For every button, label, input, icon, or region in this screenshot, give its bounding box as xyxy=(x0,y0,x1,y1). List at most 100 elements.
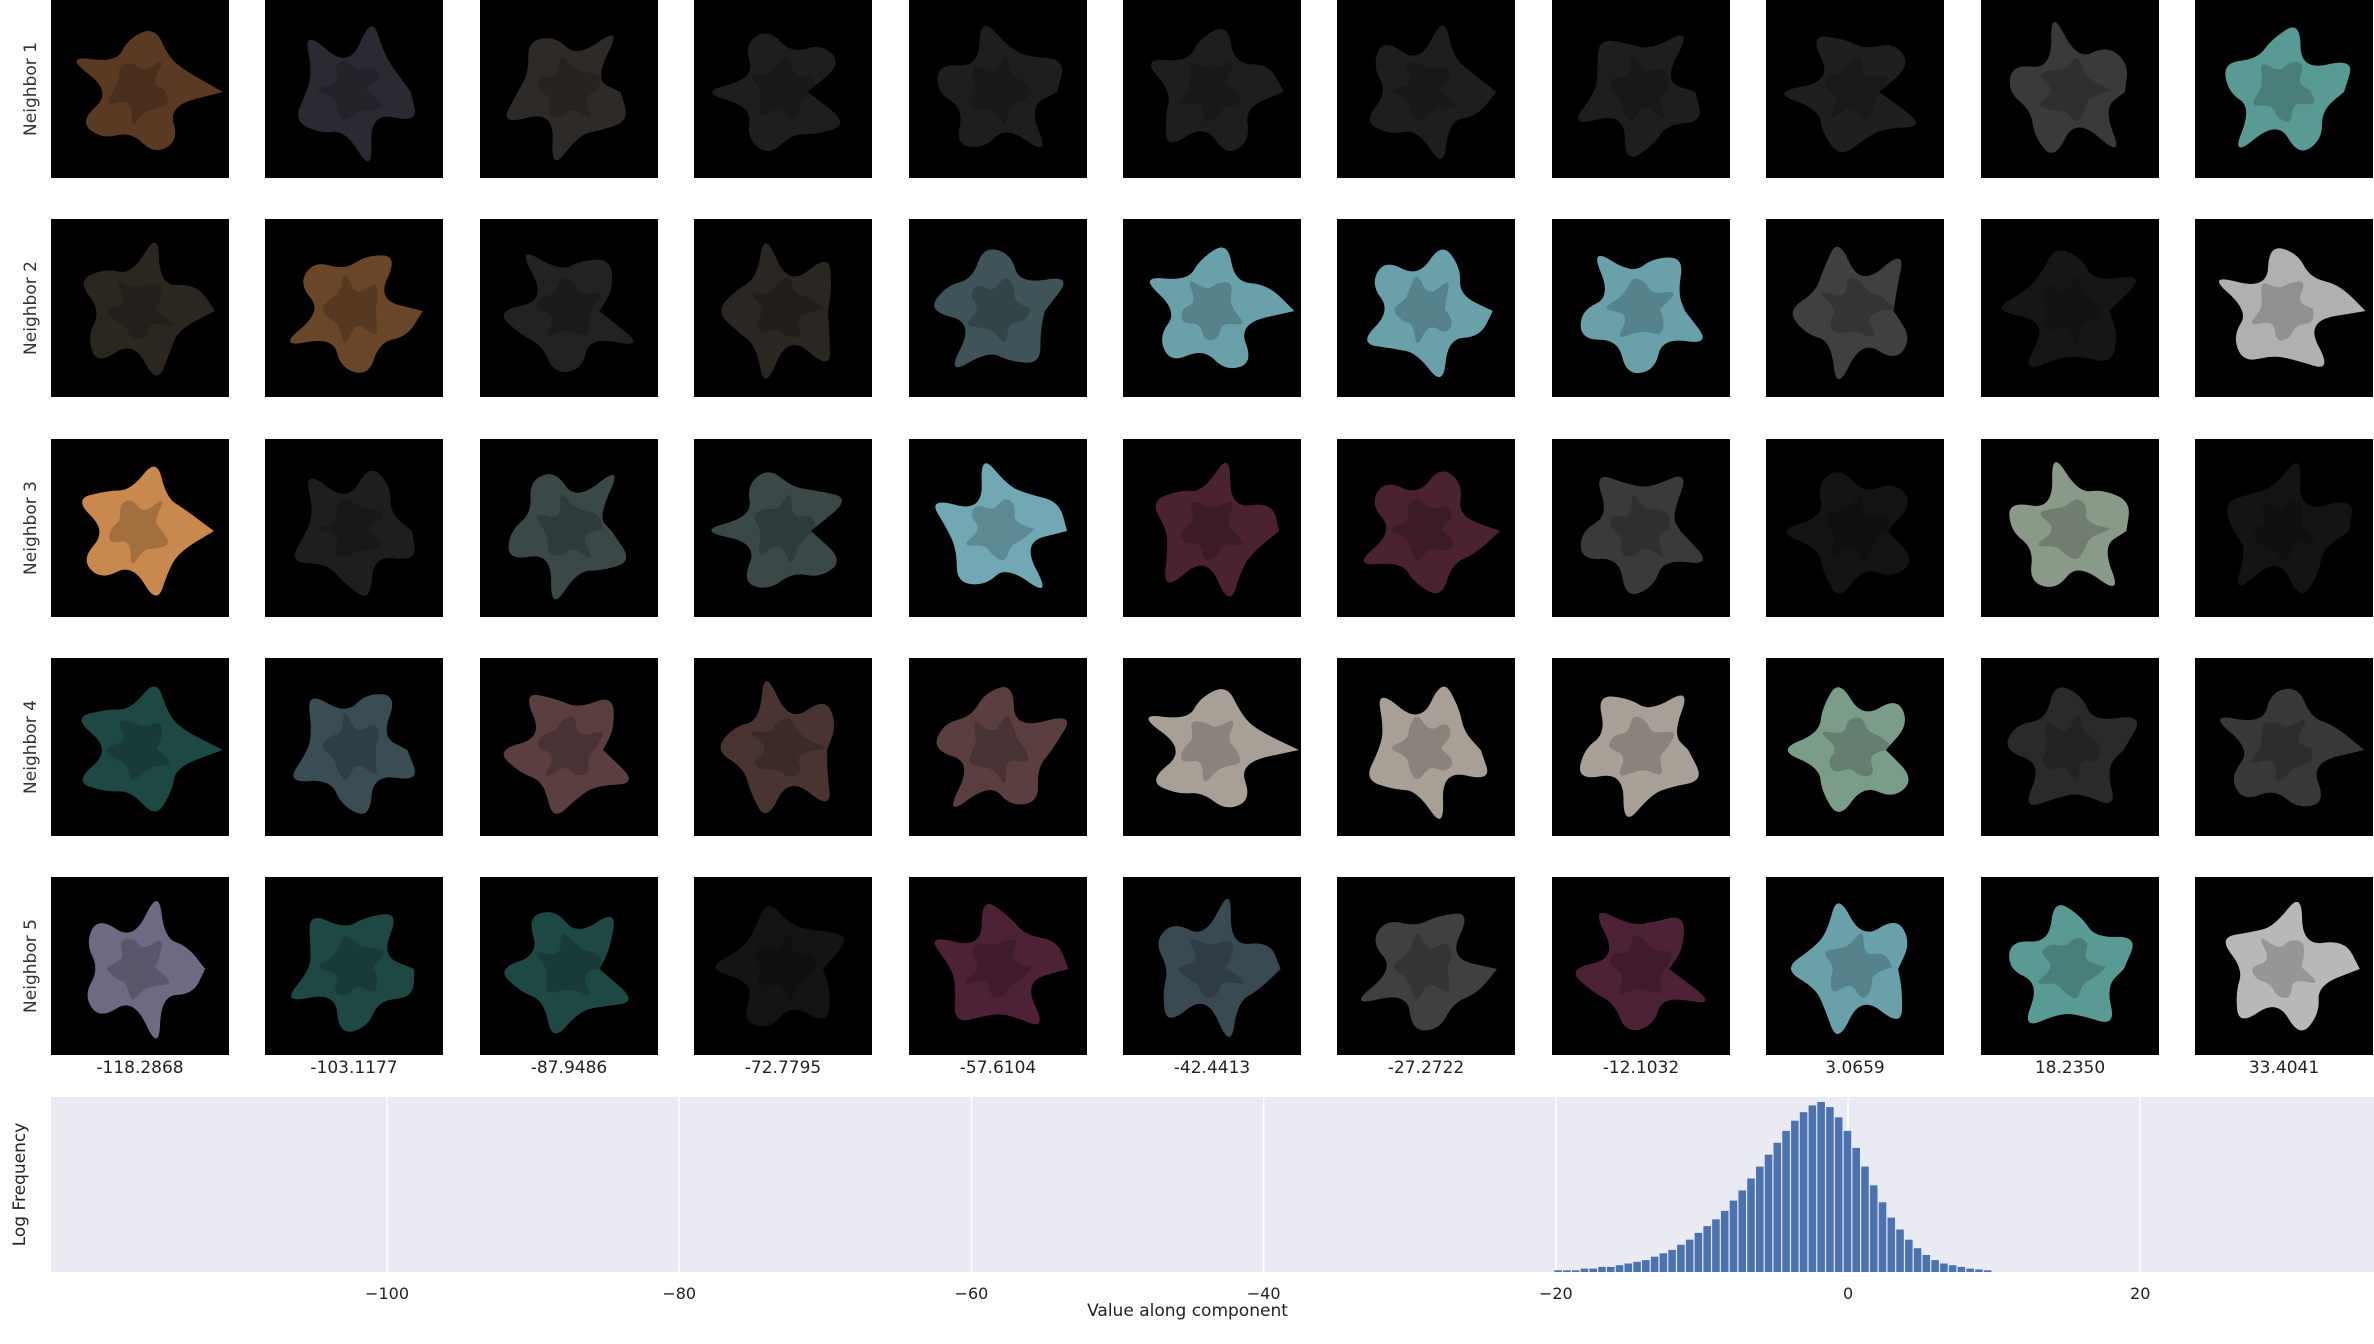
thumbnail-neighbor-3-col-4 xyxy=(694,439,872,617)
histogram-bar xyxy=(1975,1269,1983,1272)
thumbnail-neighbor-5-col-9 xyxy=(1766,877,1944,1055)
thumbnail-neighbor-4-col-5 xyxy=(909,658,1087,836)
segment-blob xyxy=(712,33,841,152)
histogram-bars xyxy=(1554,1102,1992,1272)
histogram-bar xyxy=(1791,1120,1799,1272)
thumbnail-neighbor-5-col-7 xyxy=(1337,877,1515,1055)
thumbnail-neighbor-4-col-9 xyxy=(1766,658,1944,836)
segment-blob xyxy=(76,30,223,151)
thumbnail-neighbor-3-col-3 xyxy=(480,439,658,617)
histogram-bar xyxy=(1571,1270,1580,1272)
histogram-bar xyxy=(1668,1249,1676,1272)
column-value-9: 3.0659 xyxy=(1825,1058,1885,1078)
thumbnail-neighbor-5-col-3 xyxy=(480,877,658,1055)
thumbnail-neighbor-1-col-2 xyxy=(265,0,443,178)
histogram-bar xyxy=(1642,1260,1650,1272)
histogram-bar xyxy=(1755,1166,1764,1272)
histogram-bar xyxy=(1922,1255,1931,1272)
histogram-bar xyxy=(1808,1105,1817,1272)
column-value-10: 18.2350 xyxy=(2034,1058,2106,1078)
neighbor-thumbnail-grid: Neighbor 1 Neighbor 2 Neighbor 3 Neighbor 4… xyxy=(21,0,2373,1078)
segment-blob xyxy=(298,26,415,162)
segment-blob xyxy=(1580,476,1704,595)
thumbnail-neighbor-4-col-4 xyxy=(694,658,872,836)
column-value-4: -72.7795 xyxy=(744,1058,822,1078)
segment-blob xyxy=(1579,695,1699,817)
column-value-11: 33.4041 xyxy=(2248,1058,2320,1078)
gridlines xyxy=(386,1097,2141,1272)
segment-blob xyxy=(721,243,832,379)
segment-blob xyxy=(936,687,1068,807)
histogram-bar xyxy=(1834,1117,1843,1272)
thumbnail-neighbor-1-col-1 xyxy=(51,0,229,178)
thumbnail-neighbor-2-col-8 xyxy=(1552,219,1730,397)
thumbnail-neighbor-2-col-10 xyxy=(1981,219,2159,397)
histogram-bar xyxy=(1703,1226,1711,1272)
segment-blob xyxy=(1367,249,1493,378)
thumbnail-neighbor-1-col-8 xyxy=(1552,0,1730,178)
thumbnail-neighbor-4-col-2 xyxy=(265,658,443,836)
thumbnail-neighbor-4-col-6 xyxy=(1123,658,1301,836)
thumbnail-neighbor-2-col-4 xyxy=(694,219,872,397)
segment-blob xyxy=(1363,471,1501,594)
x-tick-labels: −100 −80 −60 −40 −20 0 20 xyxy=(365,1284,2150,1303)
histogram-bar xyxy=(1606,1266,1615,1272)
histogram-bar xyxy=(1948,1265,1957,1272)
thumbnail-neighbor-4-col-10 xyxy=(1981,658,2159,836)
segment-blob xyxy=(1150,28,1284,151)
thumbnail-neighbor-2-col-1 xyxy=(51,219,229,397)
x-tick-label: −20 xyxy=(1539,1284,1573,1303)
column-value-1: -118.2868 xyxy=(96,1058,184,1078)
segment-blob xyxy=(935,463,1068,588)
plot-background xyxy=(51,1097,2374,1272)
thumbnail-neighbor-5-col-5 xyxy=(909,877,1087,1055)
segment-blob xyxy=(293,694,415,814)
x-tick-label: −100 xyxy=(365,1284,409,1303)
thumbnail-neighbor-5-col-2 xyxy=(265,877,443,1055)
segment-blob xyxy=(1369,25,1497,159)
thumbnail-neighbor-1-col-3 xyxy=(480,0,658,178)
column-value-6: -42.4413 xyxy=(1173,1058,1251,1078)
histogram-bar xyxy=(1764,1154,1773,1272)
segment-blob xyxy=(1148,689,1299,808)
histogram-bar xyxy=(1580,1268,1589,1272)
segment-blob xyxy=(503,694,629,814)
thumbnail-neighbor-2-col-11 xyxy=(2195,219,2373,397)
y-axis-label: Log Frequency xyxy=(10,1123,30,1247)
histogram-bar xyxy=(1624,1263,1633,1272)
thumbnail-neighbor-3-col-8 xyxy=(1552,439,1730,617)
segment-blob xyxy=(2225,901,2360,1031)
x-tick-label: 0 xyxy=(1843,1284,1853,1303)
segment-blob xyxy=(1580,255,1703,374)
histogram-bar xyxy=(1913,1248,1922,1272)
thumbnail-neighbor-3-col-9 xyxy=(1766,439,1944,617)
segment-blob xyxy=(934,249,1064,368)
row-label-neighbor-2: Neighbor 2 xyxy=(21,261,41,355)
histogram-bar xyxy=(1817,1102,1825,1272)
thumbnail-neighbor-2-col-3 xyxy=(480,219,658,397)
histogram-bar xyxy=(1983,1270,1992,1272)
histogram-bar xyxy=(1659,1253,1668,1272)
row-label-neighbor-5: Neighbor 5 xyxy=(21,919,41,1013)
x-tick-label: 20 xyxy=(2130,1284,2150,1303)
histogram-bar xyxy=(1738,1190,1747,1272)
segment-blob xyxy=(1786,472,1910,594)
thumbnail-neighbor-5-col-11 xyxy=(2195,877,2373,1055)
histogram-bar xyxy=(1650,1256,1659,1272)
segment-blob xyxy=(2226,462,2352,594)
histogram-bar xyxy=(1878,1202,1887,1272)
segment-blob xyxy=(1360,913,1498,1031)
segment-blob xyxy=(2220,688,2365,807)
histogram-bar xyxy=(1861,1166,1869,1272)
thumbnail-neighbor-2-col-9 xyxy=(1766,219,1944,397)
segment-blob xyxy=(2009,21,2128,153)
thumbnail-neighbor-3-col-1 xyxy=(51,439,229,617)
histogram-bar xyxy=(1773,1142,1782,1272)
segment-blob xyxy=(1577,35,1700,157)
segment-blob xyxy=(2001,250,2136,368)
histogram-bar xyxy=(1633,1261,1641,1272)
segment-blob xyxy=(1149,247,1295,369)
segment-blob xyxy=(290,255,423,373)
segment-blob xyxy=(504,912,629,1034)
thumbnail-neighbor-1-col-9 xyxy=(1766,0,1944,178)
